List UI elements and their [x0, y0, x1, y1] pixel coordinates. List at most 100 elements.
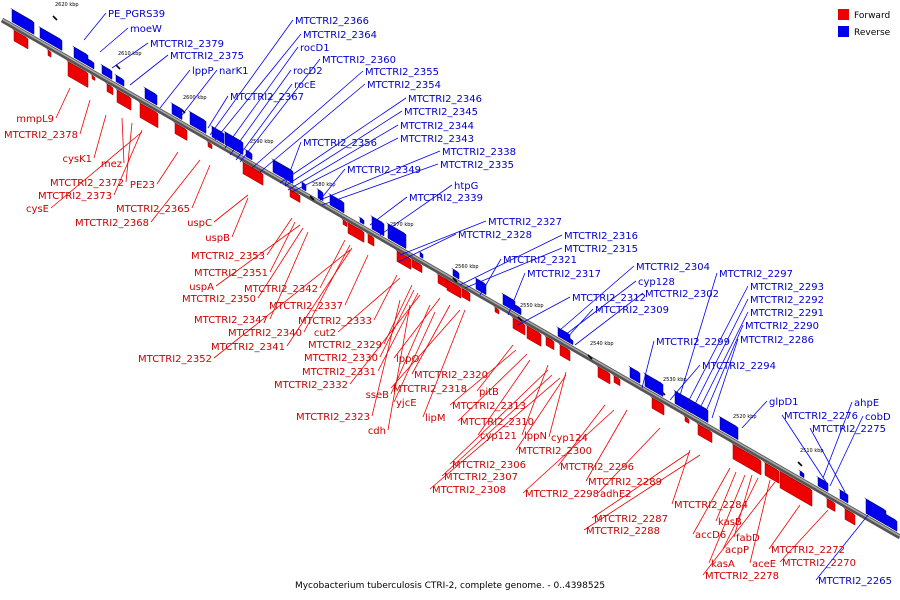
leader-line-mtctri2-2291 [697, 311, 749, 413]
tick-label: 2610 kbp [118, 51, 142, 57]
gene-label-mtctri2-2368: MTCTRI2_2368 [75, 218, 149, 229]
reverse-gene-8 [170, 101, 183, 121]
gene-label-mtctri2-2335: MTCTRI2_2335 [440, 160, 514, 171]
leader-line-mtctri2-2332 [349, 294, 421, 385]
leader-line-mtctri2-2316 [459, 234, 563, 286]
forward-gene-16 [410, 258, 423, 274]
leader-line-mtctri2-2307 [441, 374, 553, 477]
gene-label-ahpe: ahpE [854, 398, 879, 409]
leader-line-cysk1 [93, 114, 107, 159]
gene-label-mtctri2-2360: MTCTRI2_2360 [322, 55, 396, 66]
gene-label-mtctri2-2372: MTCTRI2_2372 [50, 178, 124, 189]
leader-line-mtctri2-2318 [390, 309, 461, 389]
legend-reverse-swatch [838, 26, 849, 37]
leader-line-mtctri2-2367 [207, 95, 229, 129]
tick-label: 2570 kbp [390, 222, 414, 228]
leader-line-mtctri2-2276 [781, 414, 827, 483]
gene-label-glpd1: glpD1 [769, 397, 799, 408]
forward-gene-3 [66, 59, 89, 88]
gene-label-acee: aceE [752, 559, 776, 570]
forward-gene-8 [173, 121, 188, 141]
leader-line-cyp128 [564, 280, 637, 336]
leader-line-lppp [159, 69, 191, 109]
forward-gene-33 [825, 496, 836, 513]
gene-label-mtctri2-2366: MTCTRI2_2366 [295, 16, 369, 27]
tick-mark [452, 277, 458, 283]
leader-line-mtctri2-2350 [257, 227, 304, 299]
leader-line-pe-pgrs39 [83, 12, 107, 41]
gene-label-mtctri2-2355: MTCTRI2_2355 [365, 67, 439, 78]
gene-label-kasb: kasB [718, 517, 742, 528]
gene-label-mtctri2-2349: MTCTRI2_2349 [347, 165, 421, 176]
forward-gene-11 [288, 187, 301, 203]
leader-line-nark1 [181, 69, 218, 116]
gene-label-mtctri2-2327: MTCTRI2_2327 [488, 217, 562, 228]
forward-gene-9 [206, 140, 213, 150]
gene-label-mtctri2-2328: MTCTRI2_2328 [458, 230, 532, 241]
leader-line-mtctri2-2351 [269, 221, 296, 273]
leader-line-mtctri2-2333 [373, 274, 398, 321]
gene-label-mtctri2-2345: MTCTRI2_2345 [404, 107, 478, 118]
leader-line-mmpl9 [55, 87, 71, 119]
leader-line-ahpe [822, 401, 853, 479]
gene-label-mtctri2-2341: MTCTRI2_2341 [211, 342, 285, 353]
leader-line-mtctri2-2354 [259, 83, 366, 173]
gene-label-mtctri2-2286: MTCTRI2_2286 [740, 335, 814, 346]
forward-gene-5 [105, 82, 114, 96]
gene-label-cdh: cdh [368, 426, 386, 437]
legend-forward-label: Forward [854, 11, 890, 21]
gene-label-mtctri2-2330: MTCTRI2_2330 [304, 353, 378, 364]
forward-gene-22 [525, 324, 542, 347]
leader-line-mtctri2-2352 [213, 249, 351, 359]
leader-line-mtctri2-2365 [191, 164, 211, 209]
gene-label-mtctri2-2352: MTCTRI2_2352 [138, 354, 212, 365]
forward-gene-19 [460, 286, 471, 302]
leader-line-kasa [708, 474, 746, 564]
forward-gene-2 [46, 48, 52, 58]
leader-line-mtctri2-2339 [369, 196, 408, 226]
forward-gene-23 [544, 335, 555, 351]
gene-label-mtctri2-2350: MTCTRI2_2350 [182, 294, 256, 305]
leader-line-cyp121 [477, 359, 531, 436]
leader-line-mtctri2-2379 [111, 42, 149, 69]
reverse-gene-19 [386, 222, 407, 250]
tick-label: 2620 kbp [55, 2, 79, 8]
gene-label-mtctri2-2340: MTCTRI2_2340 [228, 328, 302, 339]
gene-label-mtctri2-2306: MTCTRI2_2306 [452, 460, 526, 471]
gene-label-pitb: pitB [479, 387, 499, 398]
tick-mark [797, 461, 803, 467]
tick-label: 2560 kbp [455, 264, 479, 270]
reverse-gene-4 [86, 57, 95, 70]
leader-line-acee [749, 479, 771, 564]
gene-label-uspa: uspA [189, 282, 214, 293]
leader-line-htpg [379, 184, 453, 236]
gene-label-mtctri2-2302: MTCTRI2_2302 [645, 289, 719, 300]
leader-line-mtctri2-2338 [319, 150, 441, 201]
gene-label-nark1: narK1 [219, 66, 249, 77]
gene-label-mtctri2-2299: MTCTRI2_2299 [656, 337, 730, 348]
gene-label-mtctri2-2310: MTCTRI2_2310 [460, 417, 534, 428]
leader-line-fabd [733, 474, 753, 538]
gene-label-mtctri2-2307: MTCTRI2_2307 [444, 472, 518, 483]
gene-label-mtctri2-2312: MTCTRI2_2312 [572, 293, 646, 304]
gene-label-mtctri2-2338: MTCTRI2_2338 [442, 147, 516, 158]
leader-line-mtctri2-2330 [379, 289, 415, 358]
gene-label-mtctri2-2308: MTCTRI2_2308 [432, 485, 506, 496]
gene-label-moew: moeW [130, 24, 162, 35]
gene-label-mtctri2-2344: MTCTRI2_2344 [400, 121, 474, 132]
gene-label-mtctri2-2290: MTCTRI2_2290 [745, 321, 819, 332]
leader-line-mtctri2-2323 [371, 299, 401, 417]
leader-line-mtctri2-2368 [150, 159, 201, 223]
leader-line-mtctri2-2299 [641, 340, 655, 389]
leader-line-mtctri2-2293 [685, 285, 749, 407]
gene-label-mtctri2-2373: MTCTRI2_2373 [38, 191, 112, 202]
tick-mark [52, 15, 58, 21]
gene-label-mez: mez [101, 159, 122, 170]
gene-label-fabd: fabD [736, 533, 760, 544]
leader-line-lppo [393, 297, 441, 359]
leader-line-rocd2 [229, 69, 292, 156]
reverse-gene-2 [38, 25, 63, 51]
gene-label-mtctri2-2318: MTCTRI2_2318 [393, 384, 467, 395]
map-caption: Mycobacterium tuberculosis CTRI-2, compl… [295, 581, 605, 591]
